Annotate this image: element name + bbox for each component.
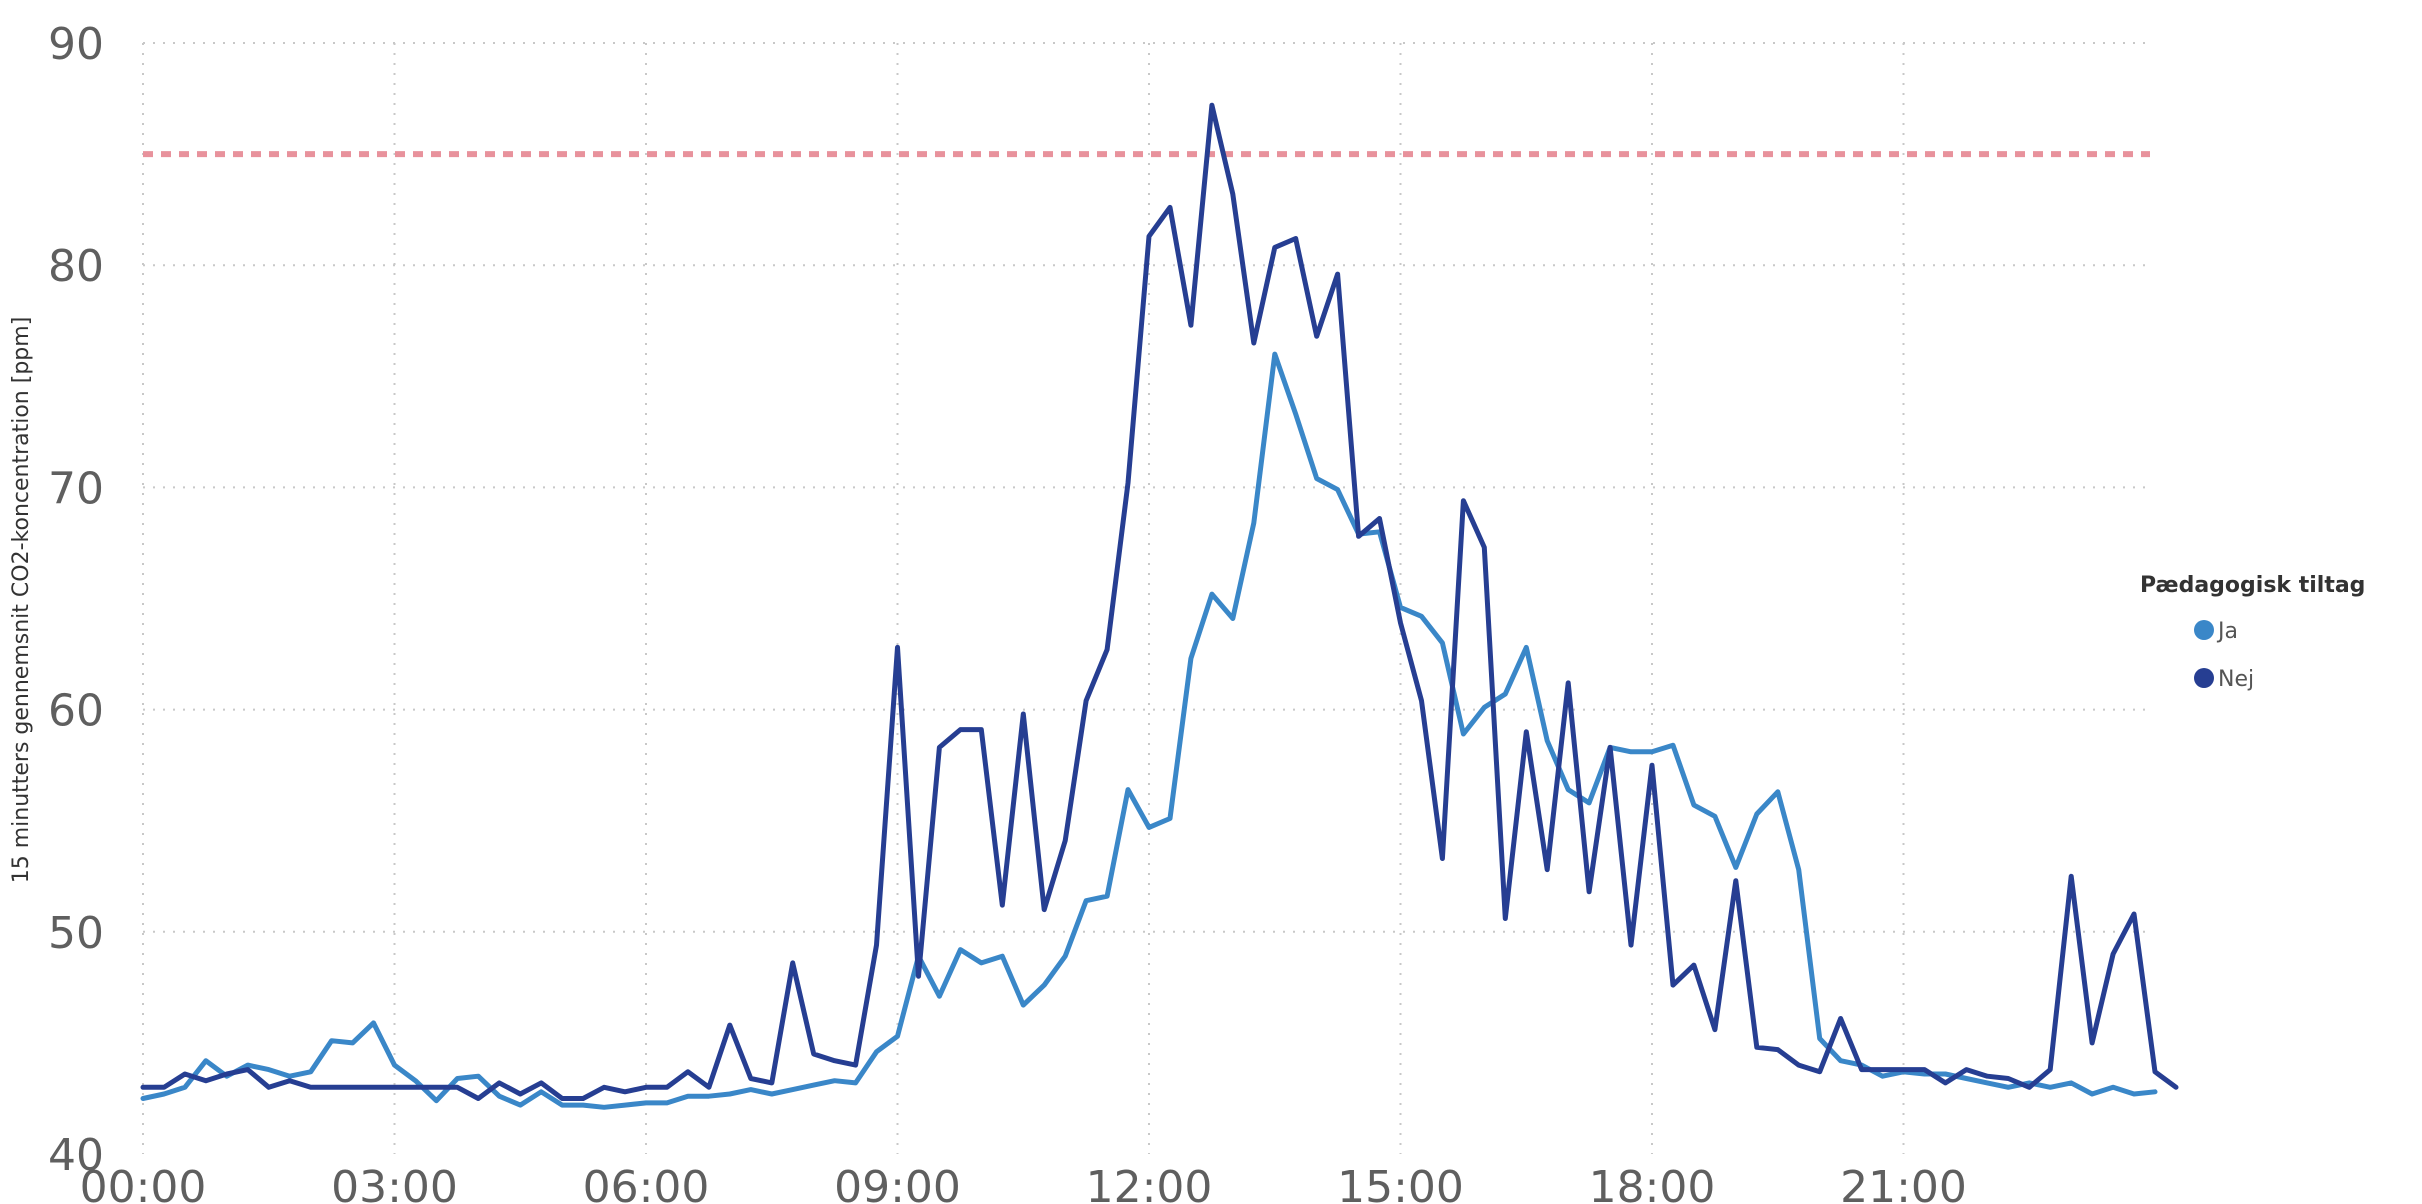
x-tick-label: 15:00 xyxy=(1337,1162,1464,1204)
y-tick-label: 80 xyxy=(48,241,104,292)
legend-label-ja: Ja xyxy=(2216,619,2238,644)
legend: Pædagogisk tiltag Ja Nej xyxy=(2140,573,2365,692)
x-tick-label: 06:00 xyxy=(583,1162,710,1204)
series-group xyxy=(140,102,2179,1110)
x-tick-label: 09:00 xyxy=(834,1162,961,1204)
series-line-ja xyxy=(140,351,2158,1110)
x-tick-label: 18:00 xyxy=(1589,1162,1716,1204)
x-tick-label: 00:00 xyxy=(80,1162,207,1204)
grid xyxy=(142,42,2150,1154)
y-axis-title: 15 minutters gennemsnit CO2-koncentratio… xyxy=(9,317,34,884)
y-tick-label: 40 xyxy=(48,1130,104,1181)
y-tick-label: 50 xyxy=(48,908,104,959)
y-tick-label: 90 xyxy=(48,19,104,70)
y-axis: 40 50 60 70 80 90 xyxy=(48,19,104,1181)
y-tick-label: 70 xyxy=(48,463,104,514)
legend-label-nej: Nej xyxy=(2218,667,2254,692)
series-line-nej xyxy=(140,102,2179,1101)
legend-marker-ja xyxy=(2194,620,2214,640)
legend-title: Pædagogisk tiltag xyxy=(2140,573,2365,598)
y-tick-label: 60 xyxy=(48,686,104,737)
x-tick-label: 21:00 xyxy=(1840,1162,1967,1204)
legend-marker-nej xyxy=(2194,668,2214,688)
x-tick-label: 03:00 xyxy=(331,1162,458,1204)
x-axis: 00:00 03:00 06:00 09:00 12:00 15:00 18:00 21:00 xyxy=(80,1162,1967,1204)
x-tick-label: 12:00 xyxy=(1086,1162,1213,1204)
